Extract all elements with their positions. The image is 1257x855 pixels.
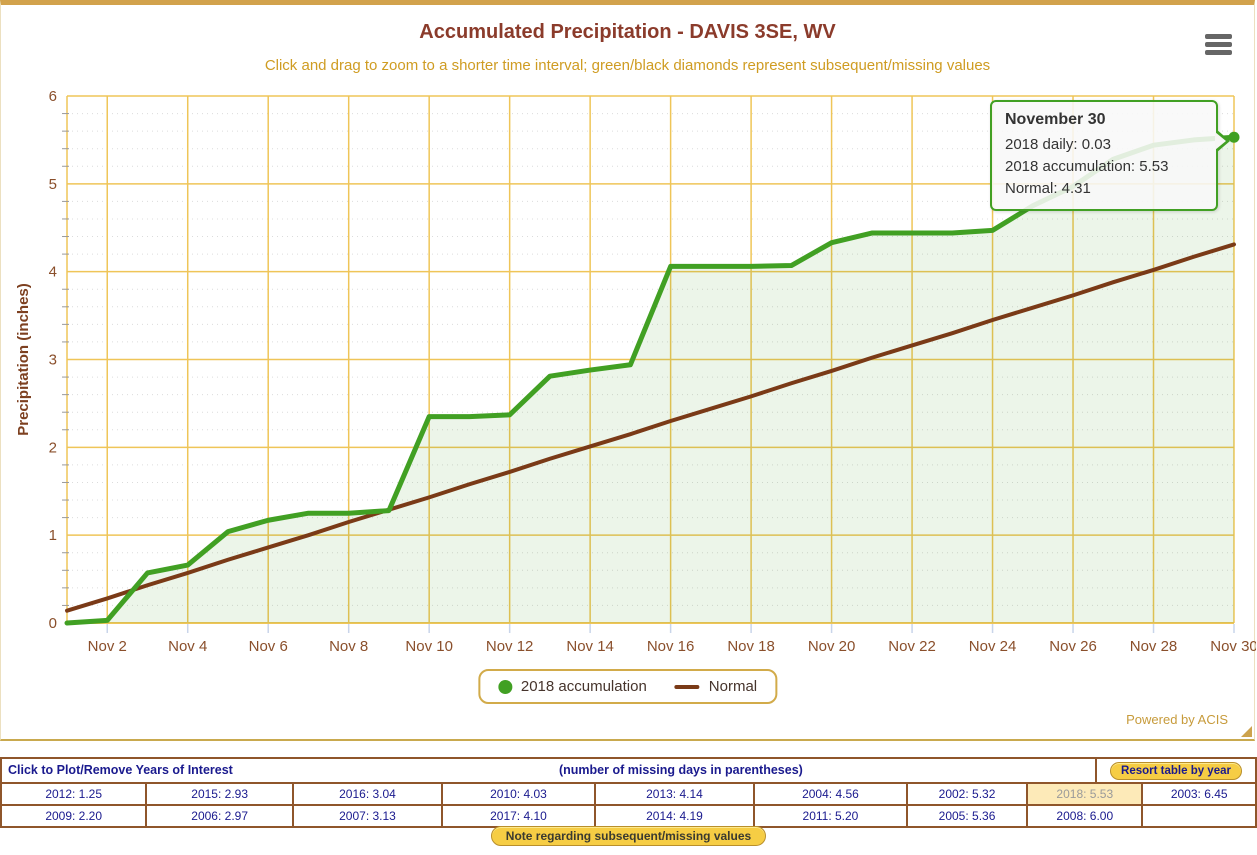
svg-text:Nov 4: Nov 4	[168, 638, 207, 655]
svg-text:0: 0	[49, 615, 57, 632]
year-cell-2014[interactable]: 2014: 4.19	[596, 806, 756, 826]
chart-title: Accumulated Precipitation - DAVIS 3SE, W…	[419, 21, 836, 43]
svg-text:Nov 20: Nov 20	[808, 638, 856, 655]
year-cell-2005[interactable]: 2005: 5.36	[908, 806, 1029, 826]
legend-item-2018-accumulation[interactable]: 2018 accumulation	[497, 678, 647, 695]
years-table-header: Click to Plot/Remove Years of Interest (…	[2, 759, 1255, 784]
legend-label-normal: Normal	[708, 678, 758, 695]
chart-legend: 2018 accumulation Normal	[477, 669, 778, 704]
resize-handle-icon[interactable]	[1241, 726, 1252, 737]
year-cell-2004[interactable]: 2004: 4.56	[755, 784, 908, 804]
legend-item-normal[interactable]: Normal	[674, 678, 758, 695]
year-cell-2008[interactable]: 2008: 6.00	[1028, 806, 1144, 826]
legend-label-accumulation: 2018 accumulation	[520, 678, 647, 695]
svg-text:Nov 6: Nov 6	[249, 638, 288, 655]
table-row: 2009: 2.20 2006: 2.97 2007: 3.13 2017: 4…	[2, 806, 1255, 826]
svg-text:2: 2	[49, 439, 57, 456]
chart-context-menu-button[interactable]	[1198, 27, 1238, 59]
svg-text:Nov 18: Nov 18	[727, 638, 775, 655]
chart-subtitle: Click and drag to zoom to a shorter time…	[264, 57, 991, 74]
year-cell-2003[interactable]: 2003: 6.45	[1170, 787, 1228, 801]
year-cell-empty	[1143, 806, 1255, 826]
year-cell-2011[interactable]: 2011: 5.20	[755, 806, 908, 826]
svg-text:Nov 10: Nov 10	[405, 638, 453, 655]
year-cell-2007[interactable]: 2007: 3.13	[294, 806, 444, 826]
tooltip-normal-value: Normal: 4.31	[1005, 180, 1091, 197]
svg-text:Nov 26: Nov 26	[1049, 638, 1097, 655]
tooltip-daily-value: 2018 daily: 0.03	[1005, 136, 1111, 153]
svg-text:1: 1	[49, 527, 57, 544]
svg-text:Nov 30: Nov 30	[1210, 638, 1256, 655]
svg-text:Nov 12: Nov 12	[486, 638, 534, 655]
tooltip-accumulation-value: 2018 accumulation: 5.53	[1005, 158, 1169, 175]
year-cell-2006[interactable]: 2006: 2.97	[147, 806, 294, 826]
svg-text:Nov 14: Nov 14	[566, 638, 614, 655]
year-cell-2002[interactable]: 2002: 5.32	[908, 784, 1029, 804]
year-cell-2012[interactable]: 2012: 1.25	[2, 784, 148, 804]
table-header-left: Click to Plot/Remove Years of Interest	[8, 763, 233, 777]
chart-tooltip: November 30 2018 daily: 0.03 2018 accumu…	[990, 100, 1230, 211]
table-header-button-cell: Resort table by year	[1095, 759, 1255, 782]
svg-text:Nov 28: Nov 28	[1130, 638, 1178, 655]
year-cell-2017[interactable]: 2017: 4.10	[443, 806, 596, 826]
powered-by-acis-link[interactable]: Powered by ACIS	[1126, 712, 1228, 727]
table-header-center: (number of missing days in parentheses)	[559, 763, 803, 777]
svg-text:4: 4	[49, 264, 57, 281]
svg-text:Nov 2: Nov 2	[88, 638, 127, 655]
years-of-interest-table: Click to Plot/Remove Years of Interest (…	[0, 757, 1257, 828]
tooltip-date: November 30	[1005, 111, 1106, 128]
precipitation-chart-card: Accumulated Precipitation - DAVIS 3SE, W…	[0, 0, 1256, 741]
year-cell-2013[interactable]: 2013: 4.14	[596, 784, 756, 804]
svg-text:Nov 16: Nov 16	[647, 638, 695, 655]
svg-text:6: 6	[49, 88, 57, 105]
resort-table-button[interactable]: Resort table by year	[1110, 761, 1242, 780]
year-cell-2015[interactable]: 2015: 2.93	[147, 784, 294, 804]
svg-text:Nov 8: Nov 8	[329, 638, 368, 655]
year-cell-2009[interactable]: 2009: 2.20	[2, 806, 148, 826]
note-button[interactable]: Note regarding subsequent/missing values	[490, 826, 767, 846]
svg-text:3: 3	[49, 352, 57, 369]
svg-text:5: 5	[49, 176, 57, 193]
table-row: 2012: 1.25 2015: 2.93 2016: 3.04 2010: 4…	[2, 784, 1255, 806]
svg-text:Nov 22: Nov 22	[888, 638, 936, 655]
hamburger-icon	[1204, 34, 1232, 55]
svg-text:Nov 24: Nov 24	[969, 638, 1017, 655]
note-button-row: Note regarding subsequent/missing values	[0, 826, 1257, 846]
green-dot-marker-icon	[497, 679, 512, 694]
year-cell-2016[interactable]: 2016: 3.04	[294, 784, 444, 804]
year-cell-2010[interactable]: 2010: 4.03	[443, 784, 596, 804]
brown-line-marker-icon	[674, 684, 700, 689]
svg-text:Precipitation (inches): Precipitation (inches)	[15, 283, 32, 436]
year-cell-2018-highlighted[interactable]: 2018: 5.53	[1028, 784, 1144, 804]
